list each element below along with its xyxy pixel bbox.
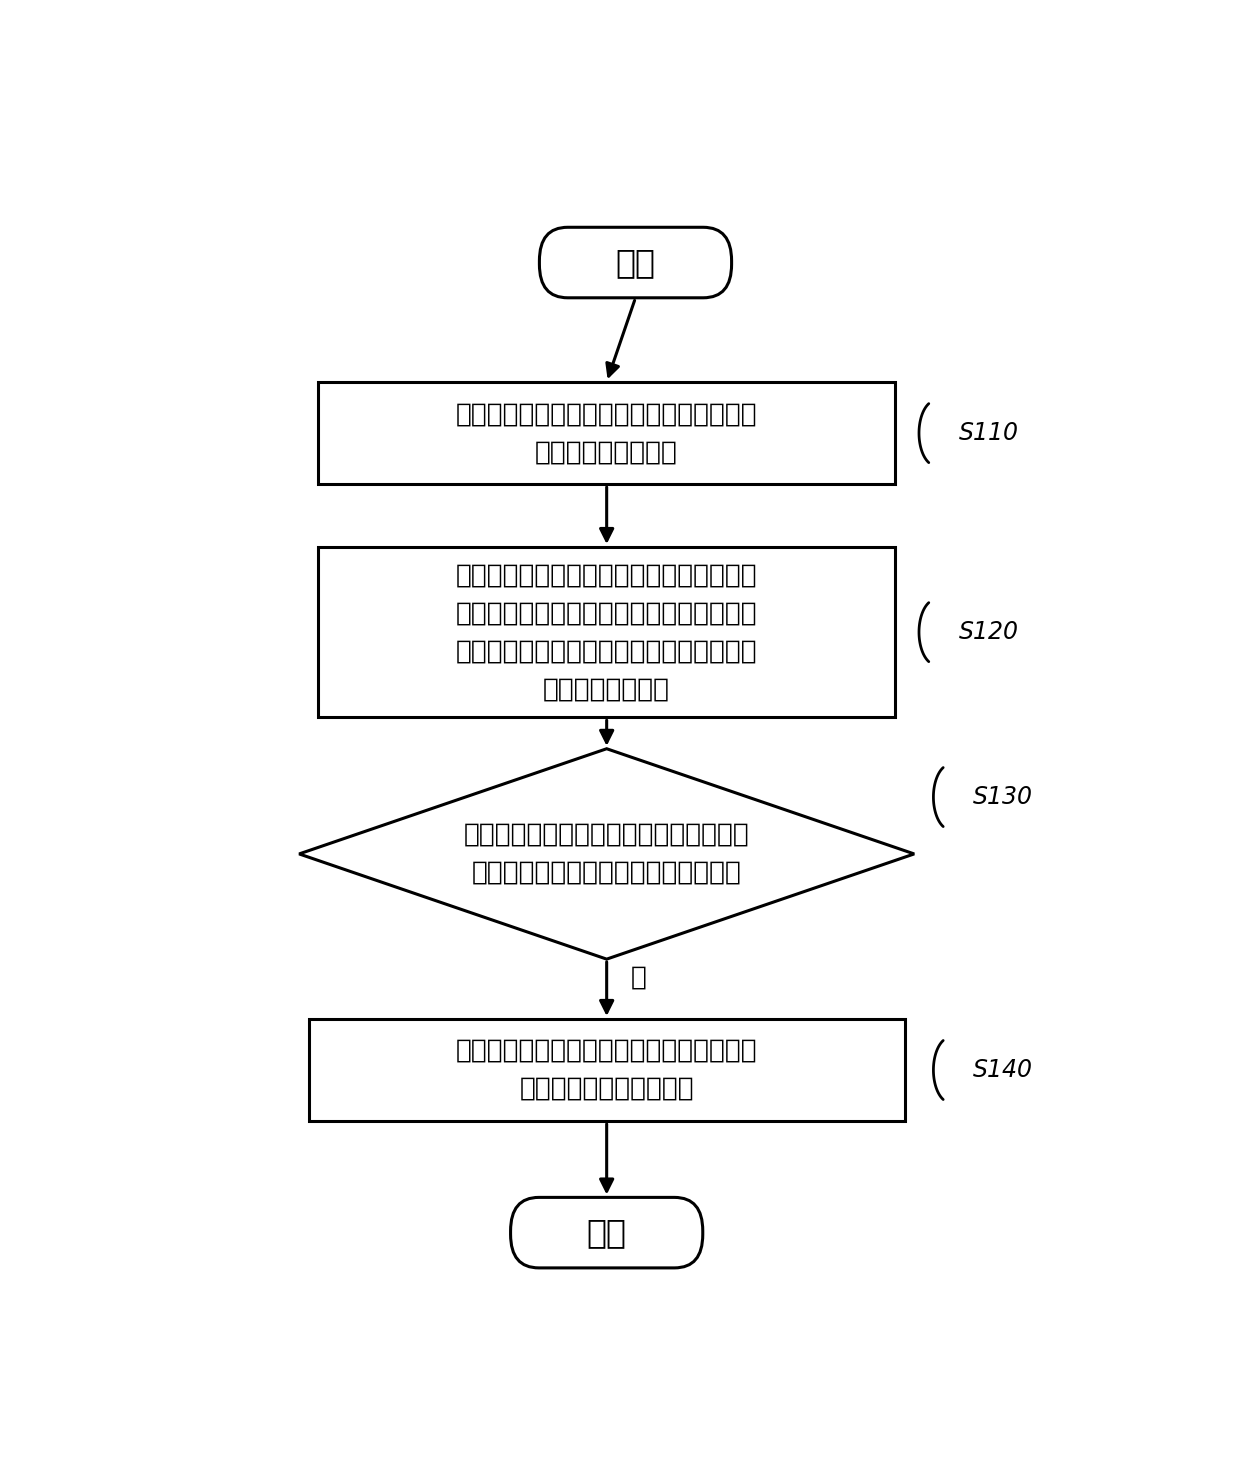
Text: S110: S110 bbox=[959, 421, 1018, 445]
Text: 根据检测目标的动脉血管的核磁共振扫描结
果确定初始血管模型: 根据检测目标的动脉血管的核磁共振扫描结 果确定初始血管模型 bbox=[456, 402, 758, 465]
Text: 是: 是 bbox=[631, 964, 646, 991]
Bar bbox=[309, 1019, 905, 1121]
Text: 判断第一血管壁位移数据与第二血管壁位
移数据之间的差值是否在预设范围之内: 判断第一血管壁位移数据与第二血管壁位 移数据之间的差值是否在预设范围之内 bbox=[464, 821, 749, 886]
Text: 根据检测目标的脉搏压以及核磁共振扫描结
果计算初始血管模型的第一血管壁位移数据
，根据核磁共振扫描结果确定动脉血管的第
二血管壁位移数据: 根据检测目标的脉搏压以及核磁共振扫描结 果计算初始血管模型的第一血管壁位移数据 … bbox=[456, 563, 758, 702]
Text: S130: S130 bbox=[973, 786, 1033, 809]
Text: S120: S120 bbox=[959, 620, 1018, 644]
FancyBboxPatch shape bbox=[539, 227, 732, 298]
Text: 根据第一血管壁位移数据以及初始血管模型
确定检测目标的血管模型: 根据第一血管壁位移数据以及初始血管模型 确定检测目标的血管模型 bbox=[456, 1038, 758, 1102]
Polygon shape bbox=[299, 749, 914, 959]
FancyBboxPatch shape bbox=[511, 1198, 703, 1267]
Bar bbox=[319, 383, 895, 484]
Bar bbox=[319, 546, 895, 718]
Text: S140: S140 bbox=[973, 1058, 1033, 1083]
Text: 开始: 开始 bbox=[615, 247, 656, 279]
Text: 结束: 结束 bbox=[587, 1216, 626, 1250]
